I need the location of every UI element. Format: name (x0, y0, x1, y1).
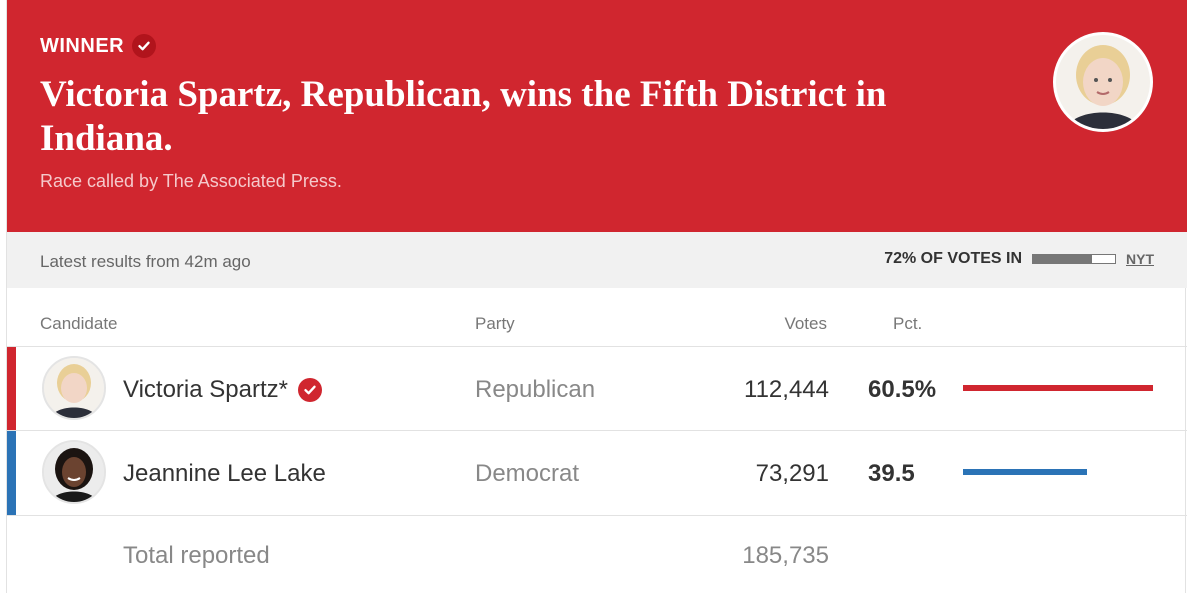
candidate-pct: 60.5% (868, 376, 936, 404)
results-card: WINNER Victoria Spartz, Republican, wins… (6, 0, 1187, 593)
pct-bar (963, 469, 1088, 475)
status-bar: Latest results from 42m ago 72% OF VOTES… (7, 232, 1187, 288)
votes-in-label: 72% OF VOTES IN (884, 250, 1022, 267)
winner-row: WINNER (40, 34, 157, 58)
avatar (42, 440, 106, 504)
nyt-source-link[interactable]: NYT (1126, 251, 1154, 267)
total-votes: 185,735 (742, 542, 829, 569)
winner-label: WINNER (40, 34, 125, 57)
candidate-name: Jeannine Lee Lake (123, 460, 326, 488)
latest-results-text: Latest results from 42m ago (40, 252, 251, 271)
check-circle-icon (297, 378, 322, 402)
candidate-pct-text: 60.5% (868, 376, 937, 403)
column-header-candidate: Candidate (40, 314, 118, 333)
winner-banner: WINNER Victoria Spartz, Republican, wins… (7, 0, 1187, 232)
party-stripe (7, 431, 16, 515)
total-row: Total reported 185,735 (7, 515, 1187, 593)
candidate-name: Victoria Spartz* (123, 376, 322, 404)
votes-in-progress-bar (1032, 254, 1116, 264)
candidate-party: Republican (475, 376, 596, 403)
votes-in-indicator: 72% OF VOTES IN NYT (884, 250, 1154, 268)
candidate-pct-text: 39.5 (868, 460, 915, 487)
avatar (42, 356, 106, 420)
check-circle-icon (132, 34, 157, 58)
headline: Victoria Spartz, Republican, wins the Fi… (40, 74, 887, 159)
race-called-note: Race called by The Associated Press. (40, 171, 342, 191)
candidate-name-text: Victoria Spartz* (123, 376, 288, 403)
candidate-votes: 112,444 (744, 376, 829, 403)
table-row: Victoria Spartz* Republican 112,444 60.5… (7, 346, 1187, 431)
candidate-pct: 39.5 (868, 460, 915, 488)
winner-avatar (1053, 32, 1153, 132)
column-header-pct: Pct. (893, 314, 923, 333)
column-header-party: Party (475, 314, 515, 333)
column-header-votes: Votes (784, 314, 827, 333)
candidate-votes: 73,291 (755, 460, 829, 487)
party-stripe (7, 347, 16, 431)
candidate-party: Democrat (475, 460, 580, 487)
votes-in-progress-fill (1033, 255, 1093, 263)
table-row: Jeannine Lee Lake Democrat 73,291 39.5 (7, 430, 1187, 515)
pct-bar (963, 385, 1153, 391)
total-label: Total reported (123, 542, 270, 569)
candidate-name-text: Jeannine Lee Lake (123, 460, 326, 487)
